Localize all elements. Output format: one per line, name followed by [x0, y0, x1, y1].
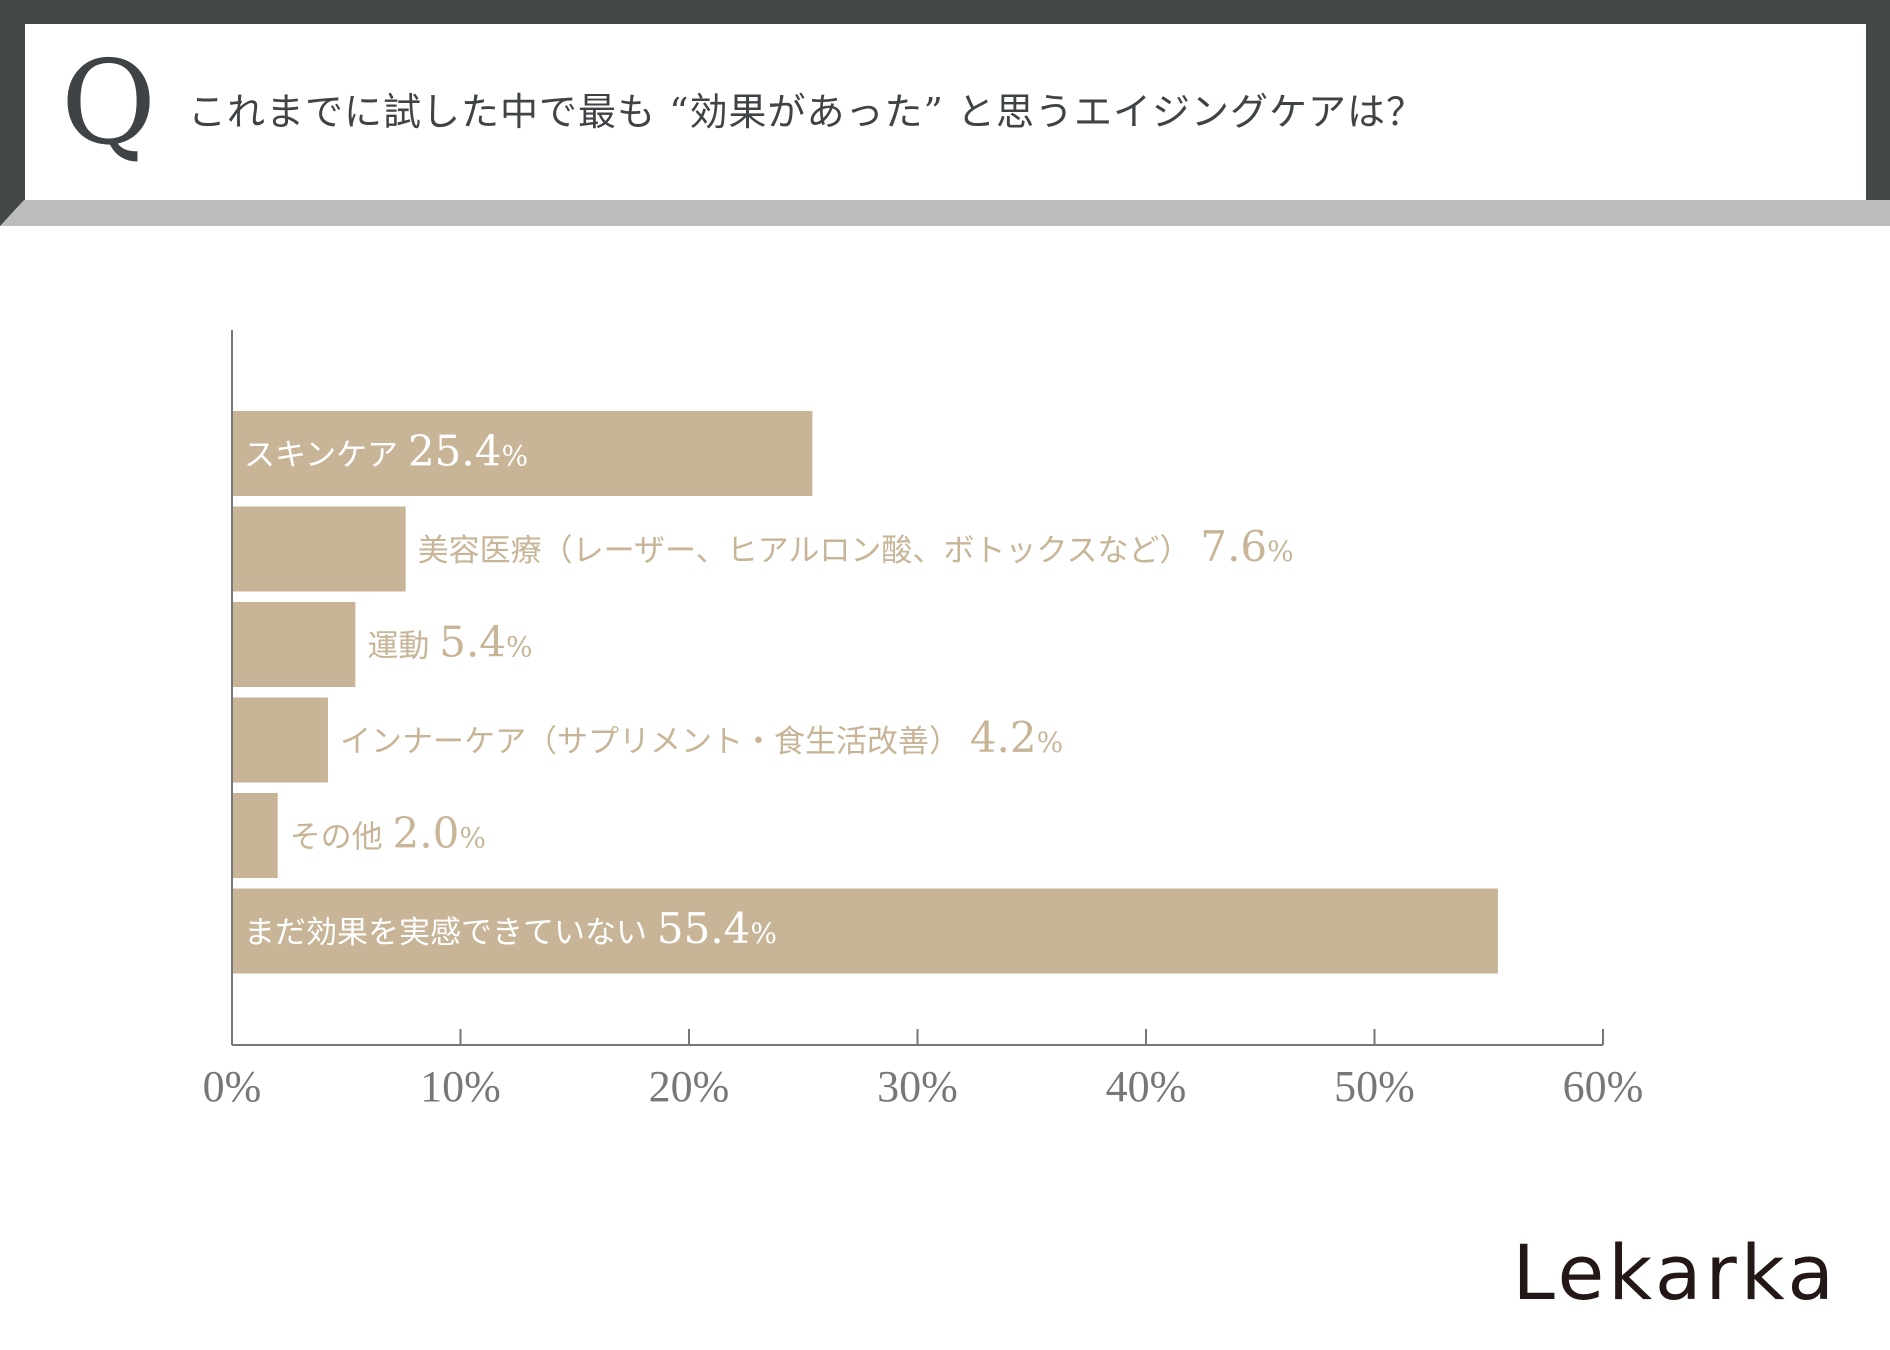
bar-unit-label: %: [750, 917, 777, 950]
bar-label: 運動 5.4%: [367, 618, 532, 667]
q-mark: Q: [61, 36, 157, 171]
bar: [232, 506, 406, 592]
bar-value-label: 25.4: [408, 427, 502, 476]
bar-unit-label: %: [459, 822, 486, 855]
bar-unit-label: %: [1267, 535, 1294, 568]
header-shadow: [0, 200, 1890, 226]
bar: [232, 793, 278, 878]
x-tick-label: 50%: [1334, 1062, 1415, 1111]
bar-value-label: 7.6: [1200, 522, 1267, 571]
question-box: [25, 24, 1866, 200]
bar-label: その他 2.0%: [290, 809, 486, 858]
bar: [232, 697, 328, 783]
x-tick-label: 10%: [420, 1062, 501, 1111]
bar-value-label: 55.4: [657, 904, 751, 953]
bar-category-label: スキンケア: [244, 438, 408, 474]
bar: [232, 411, 813, 496]
bar-unit-label: %: [506, 631, 533, 664]
bar-label: スキンケア 25.4%: [244, 427, 528, 476]
bars-layer: [232, 411, 1498, 974]
bar-category-label: 美容医療（レーザー、ヒアルロン酸、ボトックスなど）: [418, 533, 1201, 569]
x-tick-label: 30%: [877, 1062, 958, 1111]
axis-layer: 0% 10% 20% 30% 40% 50% 60%: [203, 330, 1644, 1111]
bar-category-label: その他: [290, 820, 393, 856]
question-text: これまでに試した中で最も “効果があった” と思うエイジングケアは？: [188, 90, 1426, 134]
x-tick-label: 60%: [1563, 1062, 1644, 1111]
bar: [232, 888, 1498, 974]
bar-label: まだ効果を実感できていない 55.4%: [244, 904, 777, 953]
bar-value-label: 5.4: [439, 618, 506, 667]
lekarka-logo: Lekarka: [1512, 1228, 1838, 1317]
bar-labels-layer: スキンケア 25.4%美容医療（レーザー、ヒアルロン酸、ボトックスなど） 7.6…: [244, 427, 1294, 954]
bar-unit-label: %: [501, 440, 528, 473]
bar-category-label: まだ効果を実感できていない: [244, 915, 657, 951]
bar-value-label: 4.2: [970, 713, 1037, 762]
x-tick-label: 0%: [203, 1062, 262, 1111]
x-tick-label: 20%: [649, 1062, 730, 1111]
bar-value-label: 2.0: [393, 809, 460, 858]
bar-category-label: インナーケア（サプリメント・食生活改善）: [340, 724, 970, 760]
bar-label: 美容医療（レーザー、ヒアルロン酸、ボトックスなど） 7.6%: [418, 522, 1294, 571]
bar-label: インナーケア（サプリメント・食生活改善） 4.2%: [340, 713, 1063, 762]
bar: [232, 602, 356, 687]
bar-unit-label: %: [1037, 726, 1064, 759]
x-tick-label: 40%: [1106, 1062, 1187, 1111]
bar-category-label: 運動: [367, 629, 439, 665]
